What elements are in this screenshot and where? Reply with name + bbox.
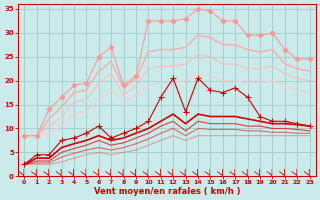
X-axis label: Vent moyen/en rafales ( km/h ): Vent moyen/en rafales ( km/h ) [94, 187, 240, 196]
